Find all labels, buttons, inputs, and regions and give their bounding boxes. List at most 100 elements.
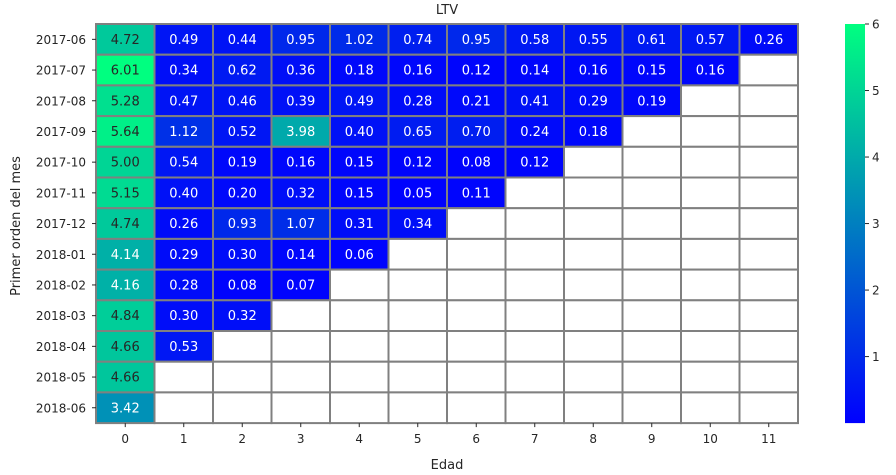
heatmap-cell <box>212 391 273 425</box>
y-tick-label: 2017-06 <box>36 33 86 47</box>
x-tick-label: 3 <box>297 432 305 446</box>
heatmap-cell <box>738 391 799 425</box>
cell-value-label: 0.93 <box>228 217 257 232</box>
cell-value-label: 0.14 <box>520 64 549 79</box>
cell-value-label: 0.24 <box>520 125 549 140</box>
cell-value-label: 4.14 <box>111 248 140 263</box>
heatmap-cell <box>563 237 624 271</box>
heatmap-cell <box>621 115 682 148</box>
heatmap-cell <box>621 23 682 56</box>
cell-value-label: 0.11 <box>462 186 491 201</box>
heatmap-cell <box>563 176 624 210</box>
heatmap-cell <box>621 330 682 363</box>
cell-value-label: 0.08 <box>228 278 257 293</box>
heatmap-cell <box>95 176 156 210</box>
cell-value-label: 0.19 <box>228 156 257 171</box>
heatmap-cell <box>738 207 799 240</box>
y-tick-label: 2017-07 <box>36 64 86 78</box>
heatmap-cell <box>621 145 682 179</box>
x-tick-label: 6 <box>472 432 480 446</box>
cell-value-label: 0.21 <box>462 94 491 109</box>
cell-value-label: 0.12 <box>520 156 549 171</box>
heatmap-cell <box>738 268 799 302</box>
x-tick-label: 9 <box>648 432 656 446</box>
heatmap-cell <box>329 237 390 271</box>
y-tick-label: 2018-04 <box>36 340 86 354</box>
cell-value-label: 0.26 <box>169 217 198 232</box>
x-tick-label: 8 <box>589 432 597 446</box>
heatmap-cell <box>680 207 741 240</box>
heatmap-cell <box>504 330 565 363</box>
heatmap-cell <box>621 360 682 394</box>
cell-value-label: 4.72 <box>111 33 140 48</box>
cell-value-label: 0.34 <box>169 64 198 79</box>
heatmap-cell <box>95 391 156 425</box>
heatmap-cell <box>563 207 624 240</box>
heatmap-cell <box>738 84 799 118</box>
heatmap-cell <box>680 53 741 87</box>
heatmap-cell <box>270 53 331 87</box>
cell-value-label: 0.62 <box>228 64 257 79</box>
heatmap-cell <box>387 360 448 394</box>
colorbar-tick-label: 6 <box>872 18 880 32</box>
cell-value-label: 0.18 <box>579 125 608 140</box>
heatmap-cell <box>153 360 214 394</box>
x-tick-label: 0 <box>121 432 129 446</box>
heatmap-cell <box>387 330 448 363</box>
cell-value-label: 0.58 <box>520 33 549 48</box>
heatmap-cell <box>446 299 507 332</box>
heatmap-cell <box>563 391 624 425</box>
heatmap-cell <box>680 299 741 332</box>
heatmap-cell <box>95 360 156 394</box>
cell-value-label: 0.06 <box>345 248 374 263</box>
cell-value-label: 1.02 <box>345 33 374 48</box>
heatmap-cell <box>270 176 331 210</box>
heatmap-cell <box>387 299 448 332</box>
heatmap-cell <box>446 237 507 271</box>
heatmap-cell <box>504 23 565 56</box>
heatmap-cell <box>563 330 624 363</box>
heatmap-cell <box>680 391 741 425</box>
cell-value-label: 0.15 <box>637 64 666 79</box>
heatmap-cell <box>446 360 507 394</box>
heatmap-cell <box>446 330 507 363</box>
cell-value-label: 5.15 <box>111 186 140 201</box>
heatmap-cell <box>153 299 214 332</box>
cell-value-label: 0.46 <box>228 94 257 109</box>
heatmap-cell <box>738 360 799 394</box>
cell-value-label: 0.16 <box>696 64 725 79</box>
heatmap-cell <box>680 115 741 148</box>
heatmap-cell <box>446 391 507 425</box>
heatmap-cell <box>621 176 682 210</box>
heatmap-cell <box>738 176 799 210</box>
heatmap-cell <box>95 237 156 271</box>
cell-value-label: 0.14 <box>286 248 315 263</box>
cell-value-label: 0.52 <box>228 125 257 140</box>
cell-value-label: 0.05 <box>403 186 432 201</box>
cell-value-label: 0.29 <box>579 94 608 109</box>
heatmap-cell <box>387 176 448 210</box>
x-axis-label: Edad <box>431 458 464 473</box>
cell-value-label: 4.16 <box>111 278 140 293</box>
heatmap-cell <box>212 360 273 394</box>
cell-value-label: 0.32 <box>286 186 315 201</box>
colorbar: 1 2 3 4 5 6 <box>845 18 880 424</box>
cell-value-label: 0.95 <box>286 33 315 48</box>
heatmap-cell <box>504 391 565 425</box>
cell-value-label: 0.32 <box>228 309 257 324</box>
cell-value-label: 5.64 <box>111 125 140 140</box>
heatmap-cell <box>212 115 273 148</box>
heatmap-cell <box>387 84 448 118</box>
y-tick-label: 2018-02 <box>36 278 86 292</box>
x-tick-label: 2 <box>238 432 246 446</box>
cell-value-label: 4.66 <box>111 371 140 386</box>
cell-value-label: 0.19 <box>637 94 666 109</box>
cell-value-label: 0.61 <box>637 33 666 48</box>
cell-value-label: 0.15 <box>345 186 374 201</box>
y-axis-label: Primer orden del mes <box>9 156 24 296</box>
heatmap-cell <box>738 237 799 271</box>
heatmap-cell <box>329 299 390 332</box>
cell-value-label: 5.28 <box>111 94 140 109</box>
heatmap-cell <box>446 207 507 240</box>
